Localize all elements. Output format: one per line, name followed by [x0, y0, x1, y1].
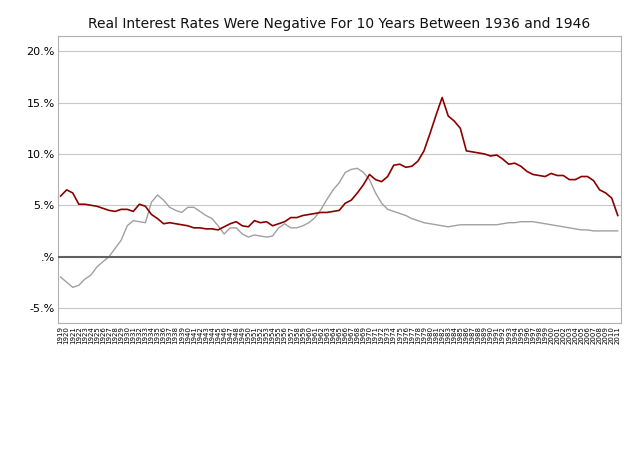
- AAA: [129, 209, 137, 214]
- 10 Year Forward CPI Inflation (Annualized): [511, 220, 518, 225]
- AAA: [57, 194, 65, 199]
- AAA: [341, 201, 349, 206]
- 10 Year Forward CPI Inflation (Annualized): [614, 228, 621, 233]
- 10 Year Forward CPI Inflation (Annualized): [341, 170, 349, 175]
- Title: Real Interest Rates Were Negative For 10 Years Between 1936 and 1946: Real Interest Rates Were Negative For 10…: [88, 17, 590, 31]
- Line: 10 Year Forward CPI Inflation (Annualized): 10 Year Forward CPI Inflation (Annualize…: [61, 168, 618, 287]
- AAA: [511, 160, 518, 166]
- 10 Year Forward CPI Inflation (Annualized): [178, 210, 186, 215]
- 10 Year Forward CPI Inflation (Annualized): [456, 222, 464, 228]
- AAA: [614, 213, 621, 218]
- Line: AAA: AAA: [61, 97, 618, 230]
- AAA: [214, 227, 222, 233]
- AAA: [438, 95, 446, 100]
- 10 Year Forward CPI Inflation (Annualized): [57, 274, 65, 280]
- AAA: [172, 221, 180, 226]
- AAA: [148, 212, 156, 217]
- 10 Year Forward CPI Inflation (Annualized): [136, 219, 143, 224]
- AAA: [456, 126, 464, 131]
- 10 Year Forward CPI Inflation (Annualized): [69, 285, 77, 290]
- 10 Year Forward CPI Inflation (Annualized): [154, 192, 161, 198]
- 10 Year Forward CPI Inflation (Annualized): [353, 166, 361, 171]
